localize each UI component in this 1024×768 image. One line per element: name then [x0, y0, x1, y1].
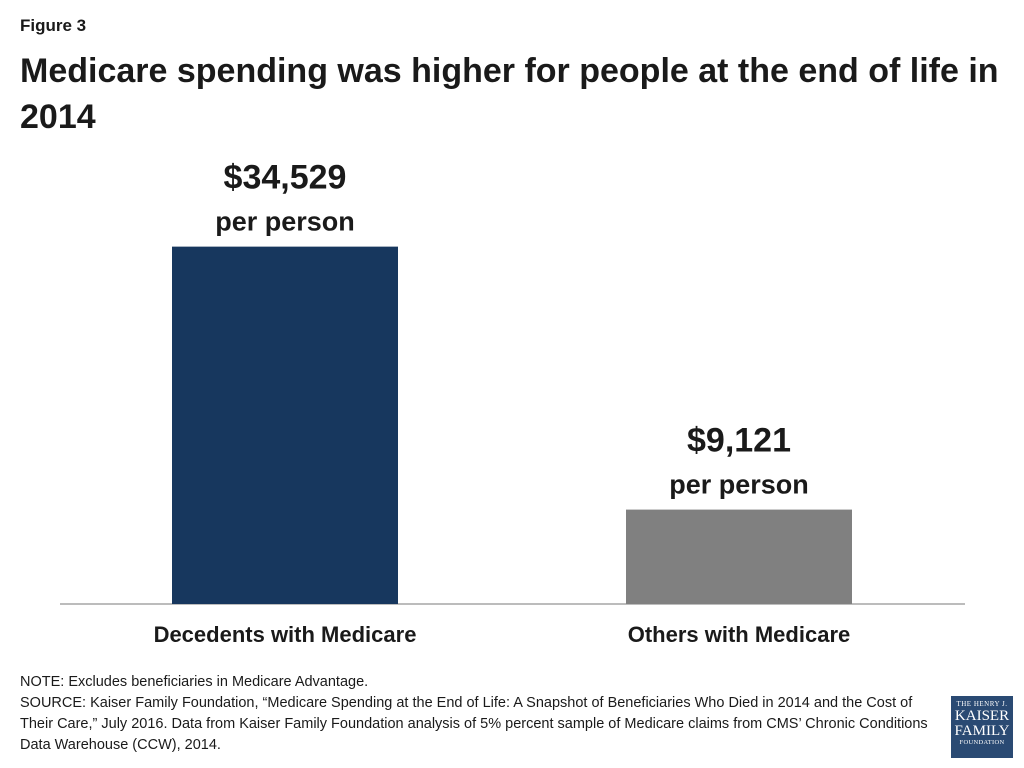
value-label-1: $34,529 — [224, 159, 347, 197]
unit-label-1: per person — [215, 207, 355, 237]
logo-line-2: KAISER — [954, 708, 1010, 724]
value-label-2: $9,121 — [687, 422, 791, 460]
chart-title: Medicare spending was higher for people … — [20, 52, 999, 136]
logo-line-4: FOUNDATION — [959, 739, 1005, 746]
logo-line-1: THE HENRY J. — [956, 700, 1008, 708]
kff-logo: THE HENRY J. KAISER FAMILY FOUNDATION — [951, 696, 1013, 758]
chart-notes: NOTE: Excludes beneficiaries in Medicare… — [20, 672, 930, 756]
figure-label: Figure 3 — [20, 16, 87, 35]
bar-2 — [626, 509, 852, 604]
unit-label-2: per person — [669, 470, 809, 500]
logo-line-3: FAMILY — [954, 723, 1010, 739]
labels-group: $34,529 per person Decedents with Medicare… — [154, 159, 851, 647]
category-label-2: Others with Medicare — [628, 622, 851, 647]
source-text: SOURCE: Kaiser Family Foundation, “Medic… — [20, 695, 928, 753]
bar-chart: $34,529 per person Decedents with Medicare… — [60, 159, 965, 647]
category-label-1: Decedents with Medicare — [154, 622, 417, 647]
bar-1 — [172, 246, 398, 604]
bars-group — [172, 246, 852, 604]
note-text: NOTE: Excludes beneficiaries in Medicare… — [20, 674, 369, 690]
